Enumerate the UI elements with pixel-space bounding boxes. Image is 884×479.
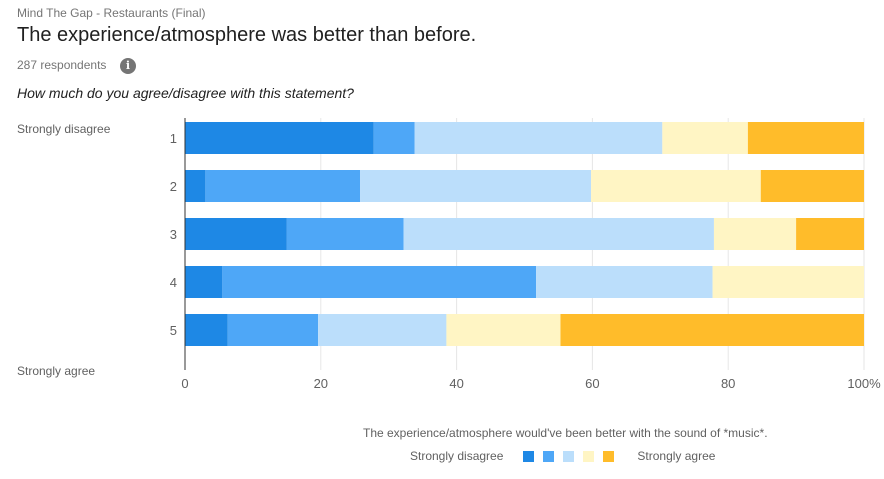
bar-segment (591, 170, 761, 202)
bar-segment (185, 314, 228, 346)
bar-segment (185, 218, 287, 250)
bar-segment (560, 314, 864, 346)
x-tick-label: 60 (585, 376, 599, 391)
bar-segment (662, 122, 748, 154)
bar-segment (286, 218, 404, 250)
info-icon[interactable]: i (120, 58, 136, 74)
bar-segment (185, 170, 206, 202)
scale-label-high: Strongly agree (17, 364, 96, 378)
chart-title: The experience/atmosphere was better tha… (17, 24, 477, 46)
bar-segment (227, 314, 319, 346)
y-category-label: 3 (170, 227, 177, 242)
x-tick-label: 100% (847, 376, 881, 391)
question-text: How much do you agree/disagree with this… (17, 85, 354, 101)
legend-swatch-3 (563, 450, 575, 462)
x-tick-label: 0 (181, 376, 188, 391)
bar-segment (796, 218, 864, 250)
respondents-count: 287 respondents (17, 58, 107, 72)
bar-segment (205, 170, 361, 202)
bar-segment (373, 122, 415, 154)
bar-segment (747, 122, 864, 154)
legend: Strongly disagree Strongly agree (410, 449, 715, 463)
bar-segment (360, 170, 592, 202)
legend-swatch-4 (583, 450, 595, 462)
bar-segment (446, 314, 561, 346)
bar-segment (222, 266, 537, 298)
bar-segment (185, 266, 223, 298)
bar-segment (403, 218, 714, 250)
y-category-label: 4 (170, 275, 177, 290)
bar-segment (318, 314, 447, 346)
legend-swatch-2 (543, 450, 555, 462)
x-tick-label: 80 (721, 376, 735, 391)
bar-segment (712, 266, 864, 298)
scale-label-low: Strongly disagree (17, 122, 111, 136)
legend-caption: The experience/atmosphere would've been … (363, 426, 768, 440)
y-category-label: 1 (170, 131, 177, 146)
bar-segment (713, 218, 797, 250)
legend-swatch-1 (523, 450, 535, 462)
x-tick-label: 40 (449, 376, 463, 391)
y-category-label: 5 (170, 323, 177, 338)
x-tick-label: 20 (314, 376, 328, 391)
legend-label-left: Strongly disagree (410, 449, 504, 463)
bar-segment (760, 170, 864, 202)
form-title: Mind The Gap - Restaurants (Final) (17, 6, 206, 20)
bar-segment (185, 122, 374, 154)
bar-segment (414, 122, 663, 154)
legend-label-right: Strongly agree (637, 449, 716, 463)
legend-swatch-5 (603, 450, 615, 462)
bar-segment (536, 266, 713, 298)
y-category-label: 2 (170, 179, 177, 194)
